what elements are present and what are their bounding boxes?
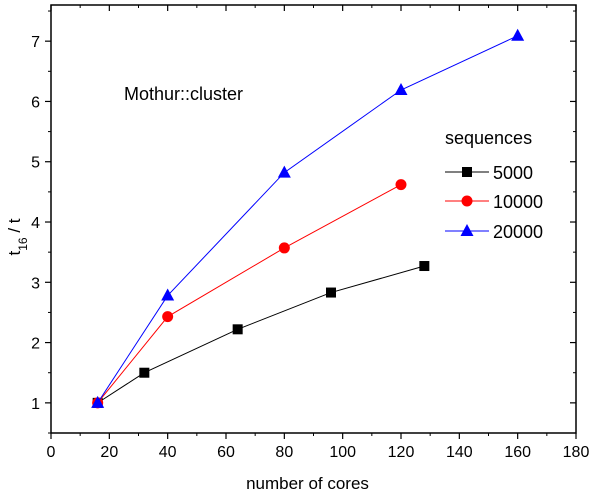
legend-title: sequences bbox=[445, 128, 532, 148]
series-layer bbox=[91, 28, 525, 409]
data-point bbox=[162, 311, 174, 323]
y-tick-label: 4 bbox=[31, 215, 40, 232]
data-point bbox=[419, 261, 430, 272]
data-point bbox=[161, 288, 175, 301]
x-tick-label: 60 bbox=[217, 444, 235, 461]
x-tick-label: 0 bbox=[47, 444, 56, 461]
series-line bbox=[97, 265, 425, 404]
data-point bbox=[394, 82, 408, 95]
series-20000 bbox=[91, 28, 525, 408]
axes: 0 20 40 60 80 100 120 140 160 180 1 2 3 4 5 6 7 bbox=[31, 4, 590, 461]
y-tick-label: 1 bbox=[31, 396, 40, 413]
chart-annotation: Mothur::cluster bbox=[124, 84, 243, 104]
y-axis-label-main: t bbox=[5, 251, 24, 256]
x-tick-label: 80 bbox=[275, 444, 293, 461]
y-tick-label: 2 bbox=[31, 336, 40, 353]
legend: sequences 5000 10000 20000 bbox=[445, 128, 543, 242]
data-point bbox=[326, 287, 336, 298]
x-tick-label: 40 bbox=[159, 444, 177, 461]
text-layer: Mothur::cluster number of cores t16 / t bbox=[5, 84, 369, 492]
legend-label: 10000 bbox=[493, 192, 543, 212]
x-tick-label: 180 bbox=[563, 444, 590, 461]
series-10000 bbox=[92, 179, 407, 409]
data-point bbox=[91, 395, 105, 408]
y-axis-label-suffix: / t bbox=[5, 218, 24, 237]
y-tick-label: 3 bbox=[31, 275, 40, 292]
legend-label: 5000 bbox=[493, 163, 533, 183]
legend-marker bbox=[462, 167, 472, 177]
y-tick-label: 6 bbox=[31, 94, 40, 111]
y-tick-label: 7 bbox=[31, 34, 40, 51]
y-axis-label-subscript: 16 bbox=[16, 237, 30, 251]
x-tick-label: 160 bbox=[504, 444, 531, 461]
x-tick-label: 100 bbox=[329, 444, 356, 461]
data-point bbox=[277, 165, 291, 178]
x-tick-label: 140 bbox=[446, 444, 473, 461]
legend-marker bbox=[461, 195, 473, 207]
data-point bbox=[139, 367, 150, 378]
x-axis-label: number of cores bbox=[246, 474, 369, 492]
legend-marker bbox=[460, 224, 474, 236]
legend-label: 20000 bbox=[493, 222, 543, 242]
data-point bbox=[395, 179, 407, 191]
series-line bbox=[97, 184, 402, 404]
y-axis-label: t16 / t bbox=[5, 218, 30, 255]
data-point bbox=[232, 324, 243, 335]
x-tick-label: 20 bbox=[100, 444, 118, 461]
series-5000 bbox=[92, 261, 430, 408]
y-tick-label: 5 bbox=[31, 155, 40, 172]
data-point bbox=[511, 28, 525, 41]
data-point bbox=[278, 242, 290, 254]
plot-frame bbox=[50, 4, 577, 434]
x-tick-label: 120 bbox=[388, 444, 415, 461]
